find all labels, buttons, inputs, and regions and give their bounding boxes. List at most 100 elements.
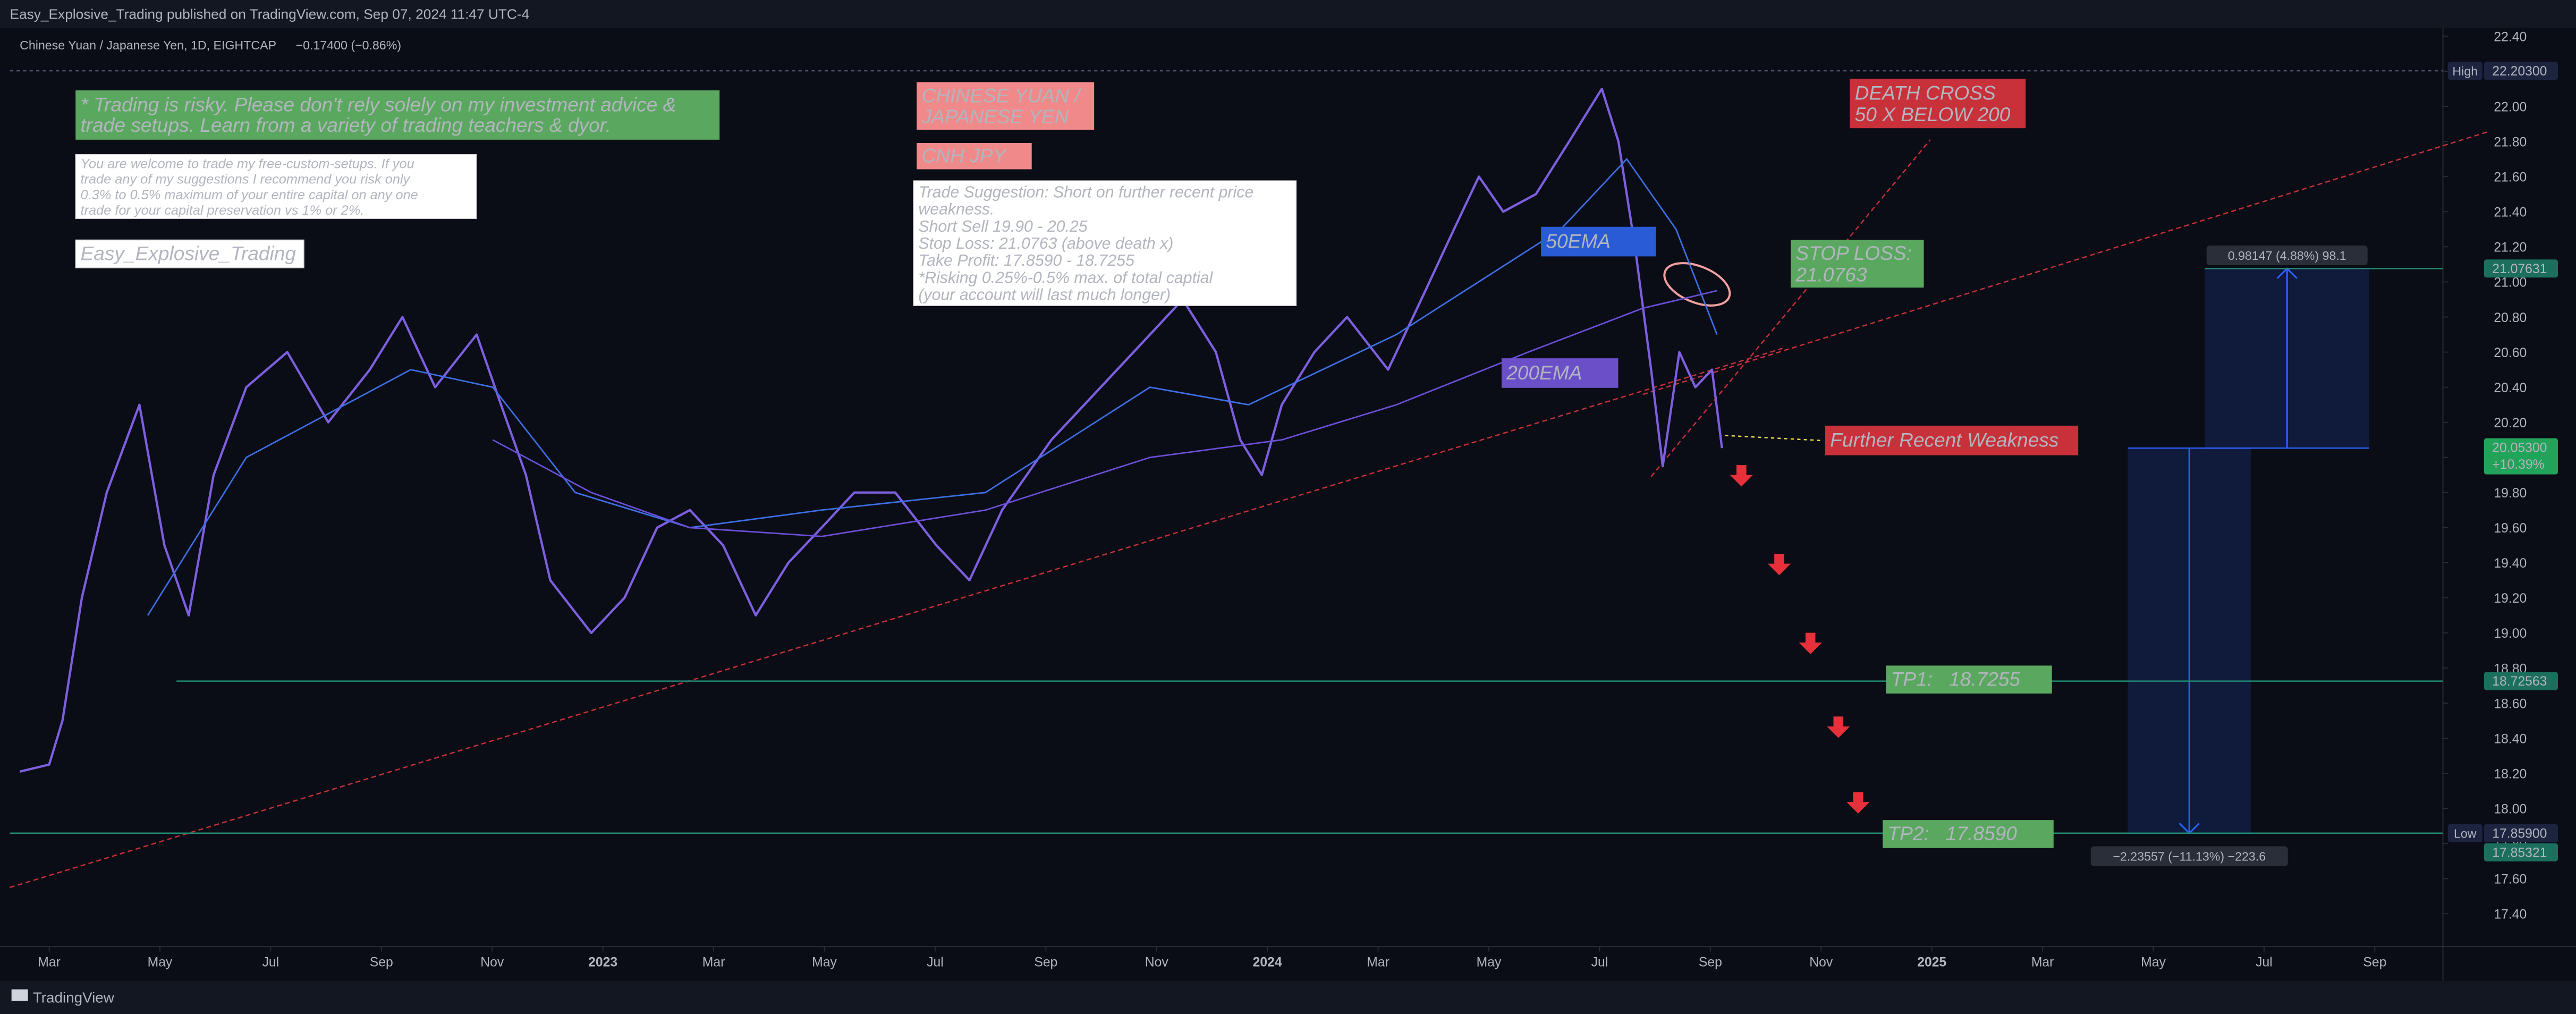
arrow bbox=[1730, 465, 1753, 487]
y-tick-label: 19.60 bbox=[2494, 521, 2527, 536]
annotation-text: Stop Loss: 21.0763 (above death x) bbox=[918, 235, 1173, 252]
annotation-box bbox=[913, 180, 1297, 306]
annotation-text: trade setups. Learn from a variety of tr… bbox=[81, 114, 612, 136]
annotation-box bbox=[1886, 665, 2052, 694]
x-tick-label: May bbox=[2141, 955, 2166, 969]
annotation-text: 21.0763 bbox=[1795, 263, 1867, 285]
annotation-box bbox=[917, 143, 1032, 170]
x-tick-label: 2024 bbox=[1253, 955, 1282, 969]
projection-label-bg bbox=[2206, 245, 2368, 266]
projection-label: −2.23557 (−11.13%) −223.6 bbox=[2113, 850, 2266, 864]
annotation-text: Easy_Explosive_Trading bbox=[81, 242, 296, 265]
annotation-box bbox=[1825, 425, 2079, 455]
price-label-sub: +10.39% bbox=[2492, 458, 2544, 472]
annotation-text: Further Recent Weakness bbox=[1830, 429, 2058, 451]
y-tick-label: 21.40 bbox=[2494, 206, 2527, 220]
annotation-text: CNH JPY bbox=[922, 145, 1007, 167]
annotation-text: Trade Suggestion: Short on further recen… bbox=[918, 183, 1253, 201]
x-tick-label: Mar bbox=[2031, 955, 2054, 969]
price-label: 22.20300 bbox=[2492, 64, 2547, 79]
annotation-text: CHINESE YUAN / bbox=[922, 84, 1082, 106]
pointer-line bbox=[1725, 435, 1820, 441]
header-bar bbox=[0, 0, 2576, 28]
price-label: 17.85321 bbox=[2492, 846, 2547, 860]
y-tick-label: 19.80 bbox=[2494, 486, 2527, 501]
price-label: 21.07631 bbox=[2492, 262, 2547, 276]
cross-highlight bbox=[1663, 262, 1731, 307]
price-label-bg bbox=[2484, 62, 2558, 80]
x-tick-label: Sep bbox=[2363, 955, 2386, 969]
ema-label-box bbox=[1501, 358, 1619, 388]
annotation-box bbox=[1791, 240, 1924, 288]
publisher: Easy_Explosive_Trading published on Trad… bbox=[10, 6, 530, 22]
annotation-box bbox=[1850, 79, 2026, 129]
price-label-bg bbox=[2484, 824, 2558, 842]
ema-label-text: 50EMA bbox=[1546, 230, 1611, 252]
projection-label: 0.98147 (4.88%) 98.1 bbox=[2228, 249, 2346, 263]
y-tick-label: 20.40 bbox=[2494, 381, 2527, 395]
x-tick-label: Nov bbox=[1809, 955, 1833, 969]
x-tick-label: Nov bbox=[480, 955, 504, 969]
annotation-box bbox=[1883, 820, 2054, 848]
x-tick-label: Jul bbox=[2256, 955, 2273, 969]
price-label-bg bbox=[2484, 259, 2558, 278]
y-tick-label: 19.40 bbox=[2494, 556, 2527, 571]
y-tick-label: 21.60 bbox=[2494, 171, 2527, 185]
y-tick-label: 20.60 bbox=[2494, 346, 2527, 360]
x-tick-label: Sep bbox=[1034, 955, 1057, 969]
x-tick-label: Mar bbox=[1367, 955, 1389, 969]
y-tick-label: 22.40 bbox=[2494, 30, 2527, 44]
y-tick-label: 18.00 bbox=[2494, 802, 2527, 817]
ema-label-box bbox=[1541, 226, 1656, 257]
annotation-box bbox=[917, 82, 1095, 130]
y-tick-label: 21.20 bbox=[2494, 241, 2527, 255]
annotation-text: * Trading is risky. Please don't rely so… bbox=[81, 94, 676, 116]
annotation-text: TP1: 18.7255 bbox=[1891, 668, 2021, 690]
x-tick-label: 2025 bbox=[1917, 955, 1946, 969]
x-tick-label: Jul bbox=[262, 955, 279, 969]
price-line bbox=[19, 87, 1723, 773]
x-tick-label: Nov bbox=[1145, 955, 1169, 969]
y-tick-label: 18.20 bbox=[2494, 767, 2527, 781]
price-label: 17.85900 bbox=[2492, 826, 2547, 841]
annotation-text: DEATH CROSS bbox=[1855, 82, 1996, 104]
arrow bbox=[1799, 632, 1822, 654]
annotation-text: JAPANESE YEN bbox=[921, 105, 1069, 128]
ema-line bbox=[492, 290, 1717, 537]
annotation-text: weakness. bbox=[918, 201, 994, 218]
y-tick-label: 19.20 bbox=[2494, 592, 2527, 606]
price-label: 18.72563 bbox=[2492, 674, 2547, 689]
y-tick-label: 18.40 bbox=[2494, 732, 2527, 746]
x-tick-label: Mar bbox=[38, 955, 61, 969]
x-tick-label: May bbox=[812, 955, 837, 969]
brand-logo bbox=[11, 989, 28, 1001]
projection-label-bg bbox=[2090, 846, 2288, 866]
x-tick-label: Sep bbox=[1699, 955, 1722, 969]
annotation-text: TP2: 17.8590 bbox=[1888, 822, 2018, 844]
annotation-text: *Risking 0.25%-0.5% max. of total captia… bbox=[918, 269, 1213, 286]
arrow bbox=[1767, 554, 1791, 576]
trend-line bbox=[1650, 139, 1931, 477]
price-label-bg bbox=[2484, 843, 2558, 861]
annotation-box bbox=[75, 90, 720, 140]
x-tick-label: Jul bbox=[1591, 955, 1608, 969]
price-tag-bg bbox=[2447, 824, 2482, 842]
y-tick-label: 22.00 bbox=[2494, 100, 2527, 114]
annotation-text: trade any of my suggestions I recommend … bbox=[81, 172, 411, 187]
arrow bbox=[1827, 716, 1850, 738]
annotation-box bbox=[75, 239, 304, 268]
ema-line bbox=[147, 158, 1718, 616]
y-tick-label: 20.20 bbox=[2494, 416, 2527, 430]
annotation-text: (your account will last much longer) bbox=[918, 286, 1171, 303]
x-tick-label: Jul bbox=[927, 955, 944, 969]
price-label-bg bbox=[2484, 672, 2558, 690]
x-tick-label: 2023 bbox=[588, 955, 617, 969]
annotation-text: 50 X BELOW 200 bbox=[1855, 103, 2011, 125]
footer-bar bbox=[0, 981, 2576, 1014]
down-arrows bbox=[1730, 465, 1870, 814]
annotation-box bbox=[75, 154, 477, 219]
y-tick-label: 17.40 bbox=[2494, 908, 2527, 922]
ema-label-text: 200EMA bbox=[1506, 361, 1582, 384]
arrow bbox=[1846, 792, 1870, 814]
